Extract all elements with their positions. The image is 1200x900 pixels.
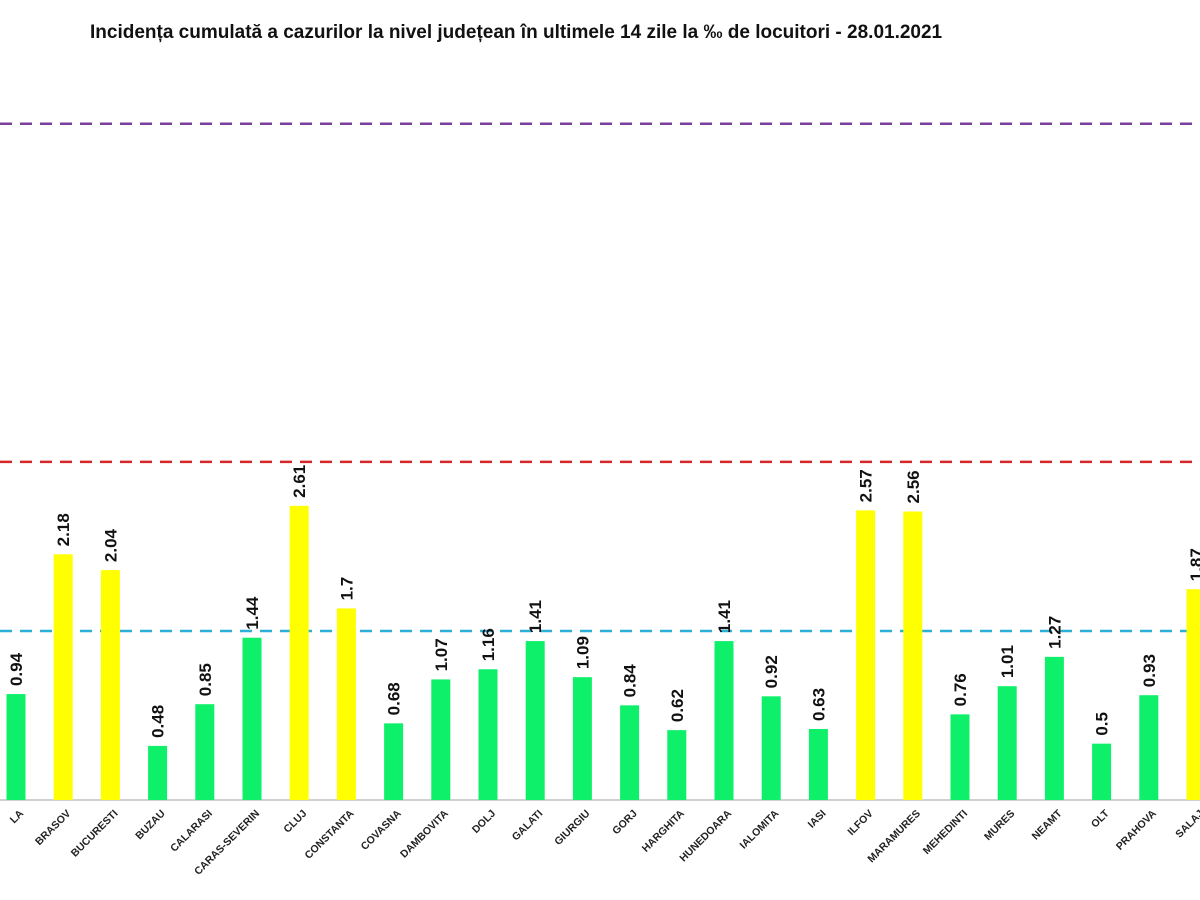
bar-covasna bbox=[384, 723, 404, 800]
data-label: 0.94 bbox=[7, 652, 26, 686]
category-label: CONSTANTA bbox=[303, 807, 357, 861]
bar-calarasi bbox=[195, 704, 215, 800]
data-label: 2.18 bbox=[54, 513, 73, 546]
bar-cluj bbox=[289, 505, 309, 800]
data-label: 0.48 bbox=[149, 705, 168, 738]
bar-giurgiu bbox=[572, 677, 592, 800]
bar-olt bbox=[1092, 743, 1112, 800]
data-label: 1.41 bbox=[526, 600, 545, 633]
bar-dolj bbox=[478, 669, 498, 800]
data-label: 2.56 bbox=[904, 470, 923, 503]
data-label: 0.63 bbox=[809, 688, 828, 721]
bar-mehedinti bbox=[950, 714, 970, 800]
data-label: 0.76 bbox=[951, 673, 970, 706]
bar-mures bbox=[997, 686, 1017, 800]
bar-salaj bbox=[1186, 589, 1200, 800]
category-label: DOLJ bbox=[470, 808, 498, 836]
category-label: BUCURESTI bbox=[69, 808, 121, 860]
data-label: 1.7 bbox=[337, 577, 356, 601]
category-label: GIURGIU bbox=[552, 808, 592, 848]
data-label: 0.5 bbox=[1093, 712, 1112, 736]
category-label: GALATI bbox=[510, 808, 546, 844]
bar-galati bbox=[525, 641, 545, 800]
bar-bucuresti bbox=[100, 570, 120, 800]
data-label: 1.27 bbox=[1045, 616, 1064, 649]
data-label: 1.01 bbox=[998, 645, 1017, 678]
data-label: 1.16 bbox=[479, 628, 498, 661]
bar-ialomita bbox=[761, 696, 781, 800]
category-label: CALARASI bbox=[168, 808, 215, 855]
data-label: 0.62 bbox=[668, 689, 687, 722]
category-label: IASI bbox=[806, 808, 829, 831]
data-label: 1.09 bbox=[573, 636, 592, 669]
bar-ilfov bbox=[856, 510, 876, 800]
bar-harghita bbox=[667, 730, 687, 800]
data-label: 2.04 bbox=[101, 528, 120, 562]
category-label: BUZAU bbox=[133, 808, 167, 842]
bar-maramures bbox=[903, 511, 923, 800]
bar-prahova bbox=[1139, 695, 1159, 800]
chart-title: Incidența cumulată a cazurilor la nivel … bbox=[90, 22, 943, 43]
category-label: NEAMT bbox=[1030, 807, 1065, 842]
bar-constanta bbox=[336, 608, 356, 800]
data-label: 1.44 bbox=[243, 596, 262, 630]
category-label: GORJ bbox=[610, 808, 640, 838]
category-label: PRAHOVA bbox=[1114, 807, 1159, 852]
data-label: 0.68 bbox=[385, 682, 404, 715]
category-label: HARGHITA bbox=[640, 807, 687, 854]
bar-gorj bbox=[620, 705, 640, 800]
bar-brasov bbox=[53, 554, 73, 800]
category-label: IALOMITA bbox=[738, 807, 782, 851]
category-label: LA bbox=[8, 807, 27, 826]
data-label: 1.41 bbox=[715, 600, 734, 633]
bar-caras-severin bbox=[242, 637, 262, 800]
category-label: MEHEDINTI bbox=[921, 808, 970, 857]
data-label: 0.84 bbox=[621, 664, 640, 698]
category-label: BRASOV bbox=[33, 808, 73, 848]
bar-dambovita bbox=[431, 679, 451, 800]
category-label: SALAJ bbox=[1173, 808, 1200, 841]
bar-iasi bbox=[808, 728, 828, 800]
data-label: 0.85 bbox=[196, 663, 215, 696]
category-label: OLT bbox=[1089, 807, 1112, 830]
category-label: MURES bbox=[982, 808, 1017, 843]
data-label: 1.07 bbox=[432, 638, 451, 671]
bar-hunedoara bbox=[714, 641, 734, 800]
data-label: 1.87 bbox=[1187, 548, 1200, 581]
category-label: ILFOV bbox=[845, 808, 875, 838]
data-label: 2.61 bbox=[290, 465, 309, 498]
data-label: 0.92 bbox=[762, 655, 781, 688]
bar-neamt bbox=[1044, 656, 1064, 800]
category-label: CLUJ bbox=[281, 808, 309, 836]
bar-buzau bbox=[148, 745, 168, 800]
bar-la bbox=[6, 694, 26, 800]
data-label: 2.57 bbox=[857, 469, 876, 502]
category-label: COVASNA bbox=[359, 807, 404, 852]
category-label: DAMBOVITA bbox=[398, 807, 451, 860]
data-label: 0.93 bbox=[1140, 654, 1159, 687]
